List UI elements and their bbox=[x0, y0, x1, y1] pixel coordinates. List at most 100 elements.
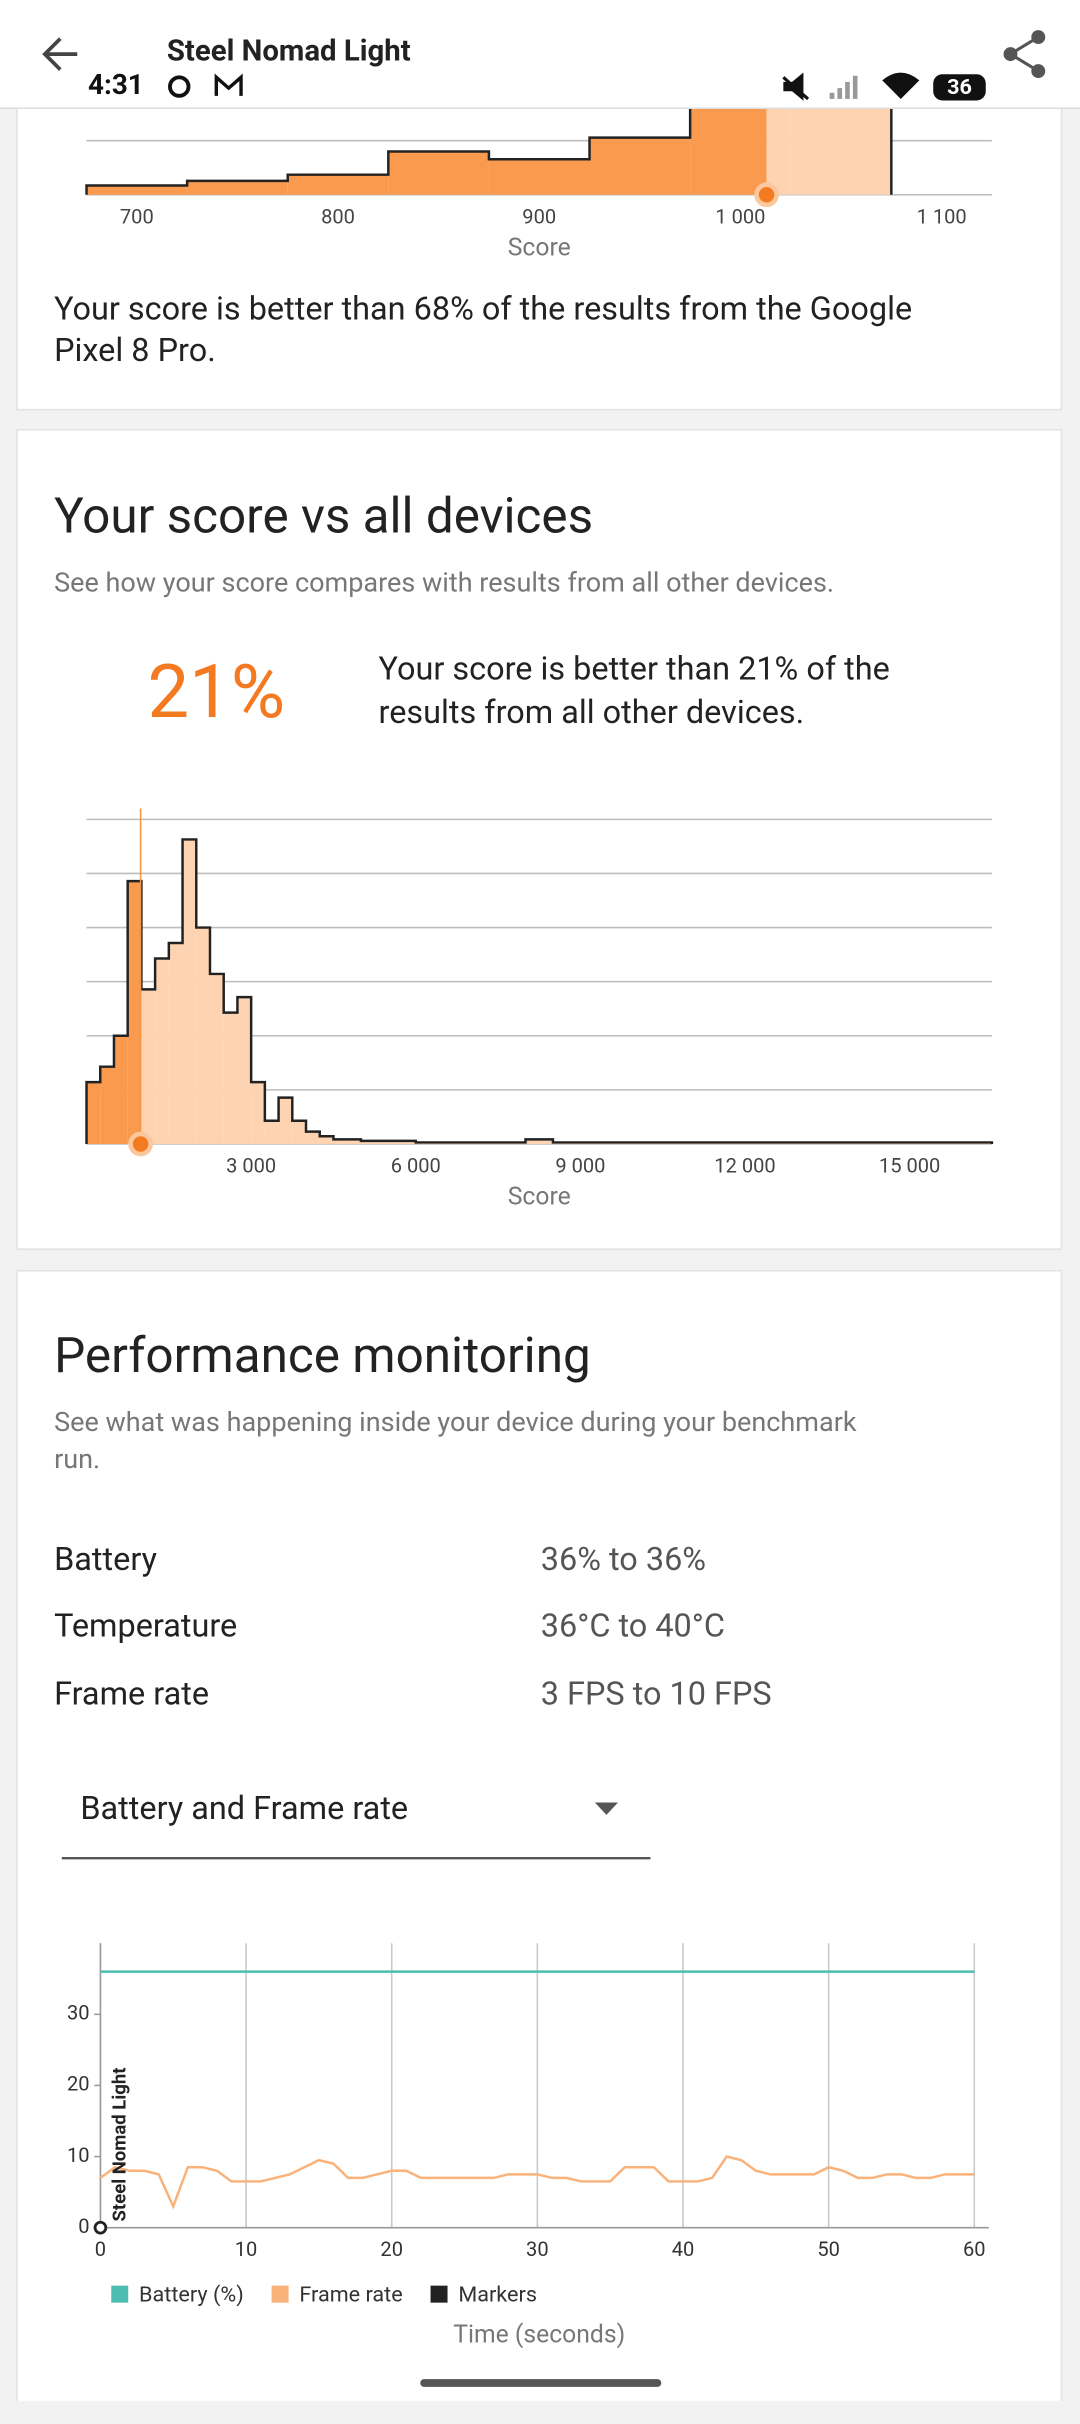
histogram-bar bbox=[168, 943, 183, 1144]
body-text: results from all other devices. bbox=[379, 693, 805, 731]
histogram-bar bbox=[182, 839, 197, 1144]
histogram-outline bbox=[85, 108, 893, 195]
x-tick-label: 1 000 bbox=[715, 204, 765, 228]
bottom-area bbox=[0, 2400, 1080, 2424]
row-label: Frame rate bbox=[54, 1674, 209, 1712]
dropdown-arrow bbox=[594, 1802, 619, 1815]
section-subtitle: See how your score compares with results… bbox=[54, 566, 834, 598]
share-button[interactable] bbox=[1003, 30, 1046, 79]
histogram-bar bbox=[141, 989, 156, 1144]
histogram-bar bbox=[589, 137, 691, 195]
gmail-icon bbox=[214, 73, 243, 96]
histogram-bar bbox=[251, 1082, 265, 1144]
body-text: Your score is better than 68% of the res… bbox=[54, 289, 912, 327]
y-tick-label: 20 bbox=[67, 2072, 90, 2096]
marker-label: Steel Nomad Light bbox=[108, 2068, 130, 2222]
dropdown[interactable]: Battery and Frame rate bbox=[61, 1789, 651, 1860]
x-axis-label: Time (seconds) bbox=[453, 2320, 625, 2349]
legend-swatch bbox=[430, 2285, 448, 2303]
x-tick-label: 1 100 bbox=[917, 204, 967, 228]
body-text: Your score is better than 21% of the bbox=[379, 650, 890, 688]
row-value: 3 FPS to 10 FPS bbox=[541, 1674, 772, 1712]
legend-swatch bbox=[111, 2285, 129, 2303]
x-tick-label: 20 bbox=[380, 2237, 403, 2261]
histogram-bar bbox=[237, 997, 252, 1144]
score-marker bbox=[132, 1136, 149, 1152]
marker bbox=[93, 2220, 108, 2235]
histogram-bar bbox=[388, 151, 489, 195]
histogram-bar bbox=[264, 1120, 279, 1144]
chart bbox=[85, 808, 994, 1157]
percentile: 21% bbox=[147, 649, 285, 736]
histogram-bar bbox=[86, 185, 188, 195]
home-indicator bbox=[420, 2379, 662, 2387]
histogram-bar bbox=[209, 973, 224, 1144]
histogram-bar bbox=[347, 1139, 361, 1144]
score-marker bbox=[758, 187, 775, 203]
histogram-outline bbox=[85, 838, 994, 1144]
histogram-bar bbox=[333, 1139, 348, 1144]
histogram-bar bbox=[690, 108, 767, 195]
histogram-bar bbox=[100, 1066, 114, 1144]
x-tick-label: 9 000 bbox=[555, 1153, 605, 1177]
legend-swatch bbox=[271, 2285, 289, 2303]
x-tick-label: 60 bbox=[963, 2237, 986, 2261]
chart bbox=[85, 108, 992, 208]
back-button[interactable] bbox=[42, 37, 78, 71]
y-tick-label: 0 bbox=[78, 2214, 89, 2238]
status-icon bbox=[168, 75, 191, 98]
app-bar bbox=[0, 0, 1080, 109]
histogram-bar bbox=[292, 1120, 307, 1144]
histogram-bar bbox=[187, 180, 288, 195]
y-tick-label: 30 bbox=[67, 2001, 90, 2025]
clock: 4:31 bbox=[88, 68, 144, 101]
histogram-bar bbox=[306, 1131, 320, 1144]
histogram-bar bbox=[155, 958, 169, 1144]
x-tick-label: 15 000 bbox=[879, 1153, 940, 1177]
section-title: Performance monitoring bbox=[54, 1327, 591, 1385]
legend-label: Frame rate bbox=[299, 2282, 402, 2307]
histogram-bar bbox=[766, 108, 791, 195]
x-tick-label: 40 bbox=[672, 2237, 695, 2261]
body-text: Pixel 8 Pro. bbox=[54, 331, 216, 369]
battery-level: 36 bbox=[947, 75, 972, 100]
histogram-bar bbox=[360, 1140, 389, 1144]
x-tick-label: 12 000 bbox=[714, 1153, 775, 1177]
histogram-bar bbox=[223, 1012, 238, 1144]
histogram-bar bbox=[790, 108, 892, 195]
histogram-bar bbox=[127, 881, 141, 1144]
histogram-bar bbox=[319, 1136, 334, 1144]
x-axis-label: Score bbox=[508, 1183, 571, 1212]
histogram-bar bbox=[388, 1140, 416, 1144]
wifi-icon bbox=[882, 72, 920, 99]
x-axis-label: Score bbox=[508, 233, 571, 262]
histogram-bar bbox=[86, 1082, 101, 1144]
row-value: 36°C to 40°C bbox=[541, 1606, 725, 1644]
x-tick-label: 50 bbox=[817, 2237, 840, 2261]
section-subtitle: See what was happening inside your devic… bbox=[54, 1406, 857, 1438]
signal-icon bbox=[829, 75, 858, 99]
histogram-bar bbox=[278, 1097, 293, 1144]
histogram-bar bbox=[287, 174, 389, 195]
legend-label: Battery (%) bbox=[139, 2282, 244, 2307]
x-tick-label: 900 bbox=[522, 204, 556, 228]
x-tick-label: 3 000 bbox=[226, 1153, 276, 1177]
x-tick-label: 700 bbox=[120, 204, 154, 228]
section-title: Your score vs all devices bbox=[54, 487, 593, 545]
dropdown-label: Battery and Frame rate bbox=[80, 1789, 408, 1827]
y-tick-label: 10 bbox=[67, 2143, 90, 2167]
mute-icon bbox=[782, 72, 810, 101]
x-tick-label: 800 bbox=[321, 204, 355, 228]
chart: 0 10 20 30 40 50 60 0 10 20 30 Steel Nomad Light Bat… bbox=[67, 1943, 989, 2349]
legend-label: Markers bbox=[458, 2282, 537, 2307]
row-label: Temperature bbox=[54, 1606, 237, 1644]
x-tick-label: 10 bbox=[235, 2237, 258, 2261]
row-label: Battery bbox=[54, 1540, 157, 1578]
section-subtitle: run. bbox=[54, 1443, 100, 1475]
histogram-bar bbox=[525, 1139, 553, 1144]
battery-icon bbox=[933, 74, 986, 101]
histogram-bar bbox=[196, 927, 210, 1144]
app-title: Steel Nomad Light bbox=[167, 34, 411, 68]
series-line bbox=[99, 2155, 975, 2210]
